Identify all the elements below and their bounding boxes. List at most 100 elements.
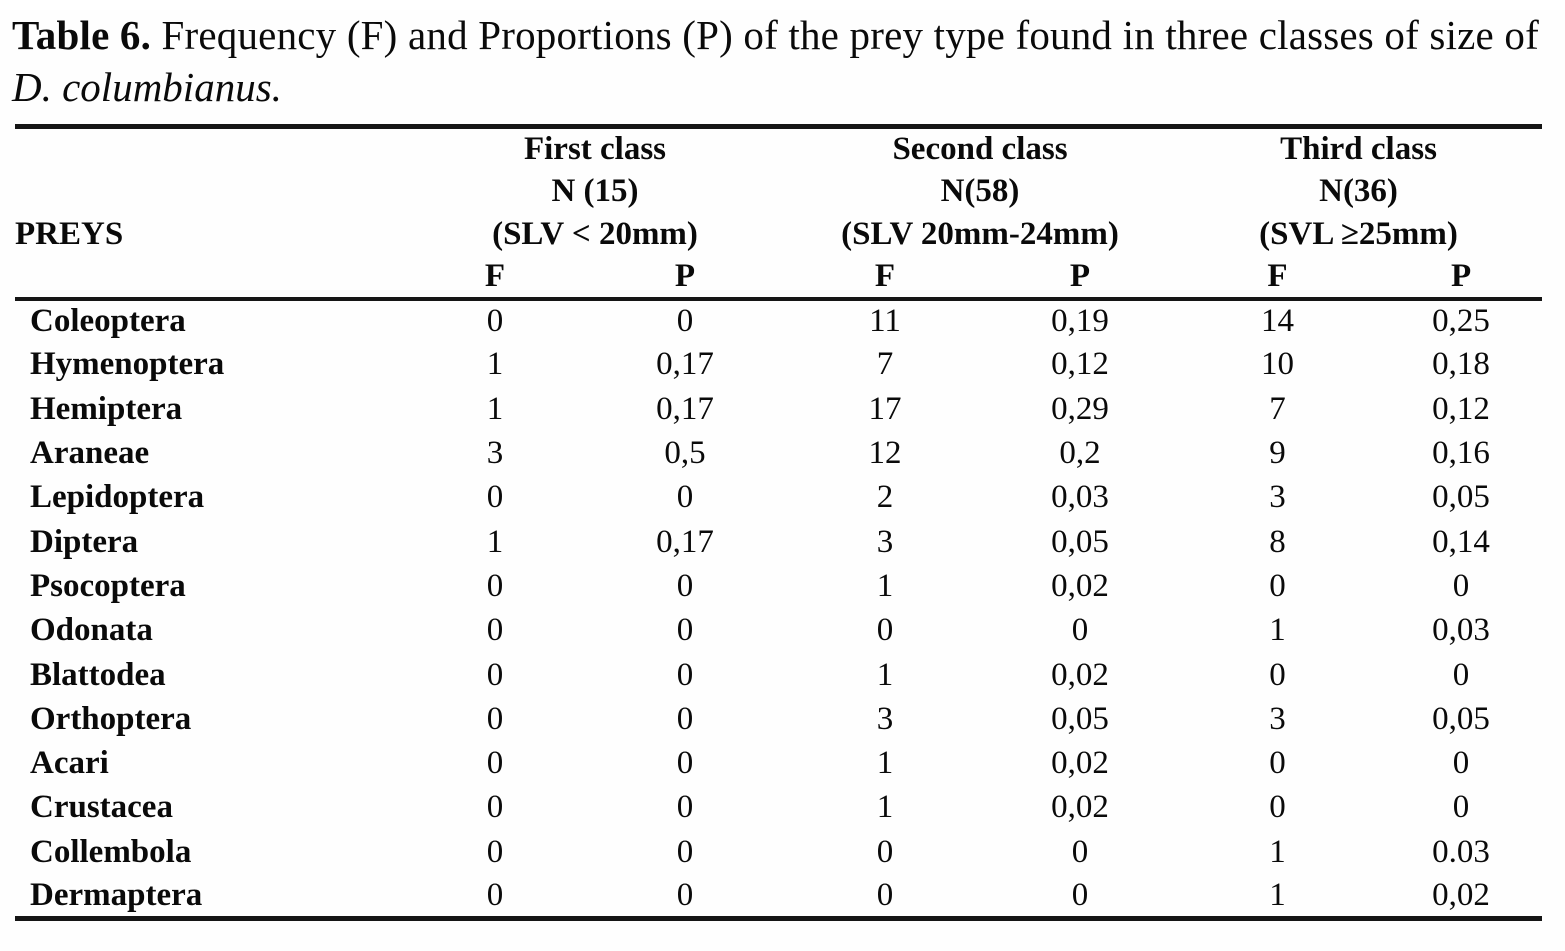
- prey-name: Diptera: [30, 523, 139, 560]
- class-header-row: First class Second class Third class: [15, 127, 1542, 170]
- table-row: Blattodea 0 0 1 0,02 0 0: [15, 653, 1542, 697]
- value-cell: 0,5: [664, 435, 706, 472]
- value-cell: 0,14: [1432, 523, 1490, 560]
- value-cell: 1: [876, 789, 894, 826]
- class-header-third: Third class: [1280, 130, 1437, 167]
- fp-header-row: F P F P F P: [15, 255, 1543, 301]
- prey-name: Coleoptera: [30, 303, 186, 340]
- table-row: Acari 0 0 1 0,02 0 0: [15, 742, 1542, 786]
- value-cell: 0: [676, 612, 694, 649]
- proportion-header: P: [985, 255, 1176, 301]
- value-cell: 0,12: [1432, 390, 1490, 427]
- class-header-first: First class: [523, 130, 667, 167]
- empty-cell: [15, 170, 405, 213]
- size-range-first: (SLV < 20mm): [492, 215, 698, 252]
- proportion-header: P: [585, 255, 785, 301]
- value-cell: 0: [1071, 612, 1089, 649]
- value-cell: 0,05: [1432, 479, 1490, 516]
- value-cell: 0,02: [1051, 745, 1109, 782]
- table-row: Coleoptera 0 0 11 0,19 14 0,25: [15, 299, 1542, 343]
- value-cell: 0,02: [1051, 656, 1109, 693]
- value-cell: 0,2: [1059, 435, 1101, 472]
- table-row: Araneae 3 0,5 12 0,2 9 0,16: [15, 431, 1542, 475]
- value-cell: 0: [486, 612, 504, 649]
- empty-cell: [15, 127, 405, 170]
- value-cell: 0: [486, 789, 504, 826]
- prey-name: Blattodea: [30, 656, 166, 693]
- caption-species: D. columbianus.: [12, 64, 282, 111]
- value-cell: 0: [486, 833, 504, 870]
- value-cell: 0.03: [1432, 833, 1490, 870]
- value-cell: 0: [1269, 789, 1286, 826]
- value-cell: 0,03: [1432, 612, 1490, 649]
- value-cell: 0: [676, 833, 694, 870]
- value-cell: 0: [676, 656, 694, 693]
- table-caption: Table 6. Frequency (F) and Proportions (…: [12, 10, 1565, 60]
- value-cell: 1: [1269, 833, 1286, 870]
- value-cell: 3: [1269, 700, 1286, 737]
- value-cell: 1: [876, 745, 894, 782]
- value-cell: 0,03: [1051, 479, 1109, 516]
- value-cell: 0: [486, 745, 504, 782]
- value-cell: 11: [869, 303, 901, 340]
- value-cell: 1: [486, 390, 504, 427]
- prey-name: Crustacea: [30, 789, 173, 826]
- value-cell: 0: [676, 876, 694, 913]
- class-header-second: Second class: [892, 130, 1068, 167]
- sample-size-row: N (15) N(58) N(36): [15, 170, 1542, 213]
- value-cell: 0,19: [1051, 303, 1109, 340]
- table-row: Dermaptera 0 0 0 0 1 0,02: [15, 874, 1542, 918]
- table-row: Hymenoptera 1 0,17 7 0,12 10 0,18: [15, 343, 1542, 387]
- value-cell: 2: [876, 479, 894, 516]
- value-cell: 0: [676, 700, 694, 737]
- table-row: Crustacea 0 0 1 0,02 0 0: [15, 786, 1542, 830]
- proportion-header: P: [1380, 255, 1543, 301]
- value-cell: 7: [1269, 390, 1286, 427]
- value-cell: 0: [876, 833, 894, 870]
- value-cell: 0: [1071, 833, 1089, 870]
- value-cell: 0: [1269, 745, 1286, 782]
- value-cell: 1: [486, 523, 504, 560]
- value-cell: 1: [1269, 876, 1286, 913]
- value-cell: 0,29: [1051, 390, 1109, 427]
- sample-size-third: N(36): [1319, 172, 1398, 209]
- prey-name: Araneae: [30, 435, 150, 472]
- value-cell: 3: [486, 435, 504, 472]
- caption-label: Table 6.: [12, 12, 152, 58]
- value-cell: 0: [486, 479, 504, 516]
- value-cell: 0,25: [1432, 303, 1490, 340]
- value-cell: 9: [1269, 435, 1286, 472]
- value-cell: 8: [1269, 523, 1286, 560]
- value-cell: 0: [676, 567, 694, 604]
- value-cell: 0: [1071, 876, 1089, 913]
- table-row: Psocoptera 0 0 1 0,02 0 0: [15, 564, 1542, 608]
- value-cell: 14: [1261, 303, 1295, 340]
- value-cell: 1: [1269, 612, 1286, 649]
- value-cell: 1: [876, 656, 894, 693]
- value-cell: 3: [876, 523, 894, 560]
- value-cell: 0,18: [1432, 346, 1490, 383]
- table-row: Collembola 0 0 0 0 1 0.03: [15, 830, 1542, 874]
- prey-name: Hemiptera: [30, 390, 183, 427]
- value-cell: 0,05: [1051, 700, 1109, 737]
- value-cell: 0,05: [1432, 700, 1490, 737]
- prey-name: Collembola: [30, 833, 192, 870]
- prey-table: First class Second class Third class N (…: [15, 124, 1543, 922]
- value-cell: 0: [1452, 789, 1470, 826]
- value-cell: 0: [486, 876, 504, 913]
- value-cell: 12: [868, 435, 902, 472]
- value-cell: 0,17: [656, 523, 714, 560]
- value-cell: 0: [486, 656, 504, 693]
- prey-name: Orthoptera: [30, 700, 192, 737]
- size-range-second: (SLV 20mm-24mm): [841, 215, 1119, 252]
- value-cell: 0: [486, 567, 504, 604]
- value-cell: 0: [486, 700, 504, 737]
- table-row: Lepidoptera 0 0 2 0,03 3 0,05: [15, 476, 1542, 520]
- value-cell: 0: [1452, 745, 1470, 782]
- value-cell: 0: [1452, 567, 1470, 604]
- frequency-header: F: [405, 255, 585, 301]
- value-cell: 0,05: [1051, 523, 1109, 560]
- size-range-row: PREYS (SLV < 20mm) (SLV 20mm-24mm) (SVL …: [15, 213, 1542, 256]
- value-cell: 10: [1261, 346, 1295, 383]
- value-cell: 3: [876, 700, 894, 737]
